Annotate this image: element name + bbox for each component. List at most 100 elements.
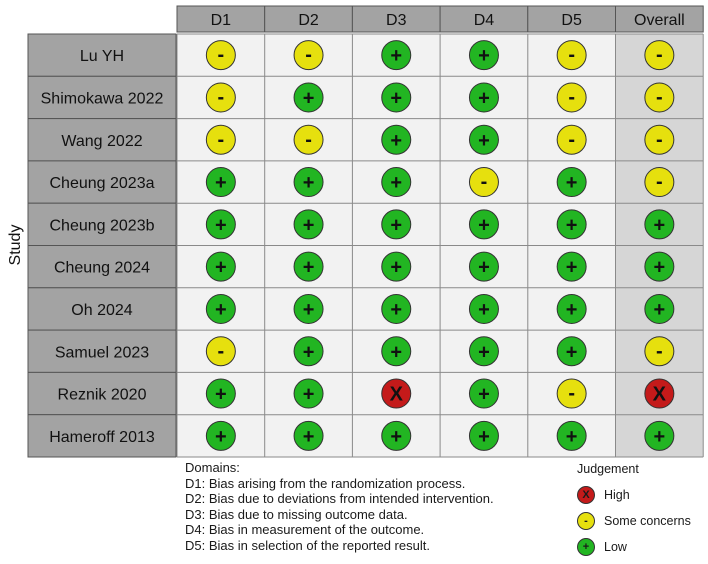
judgement-symbol: + <box>215 426 227 448</box>
legend-label-low: Low <box>604 540 627 554</box>
study-name-cell <box>27 118 177 162</box>
judgement-symbol: + <box>478 87 490 109</box>
judgement-dot-low <box>293 336 324 367</box>
judgement-symbol: + <box>654 214 666 236</box>
judgement-dot-low <box>644 209 675 240</box>
column-header-cell <box>176 5 266 33</box>
risk-of-bias-grid: Study D1 D2 D3 D4 D5 Overall Lu YH - - + + - - Shimok… <box>7 5 704 458</box>
judgement-dot-low <box>468 209 499 240</box>
judgement-symbol: - <box>656 129 663 151</box>
judgement-dot-low <box>468 124 499 155</box>
judgement-symbol: + <box>215 172 227 194</box>
judgement-dot-some <box>644 167 675 198</box>
study-name-cell <box>27 202 177 246</box>
judgement-symbol: - <box>481 171 488 193</box>
judgement-dot-low <box>468 82 499 113</box>
domain-d3-desc: D3: Bias due to missing outcome data. <box>185 506 408 522</box>
judgement-symbol: + <box>390 214 402 236</box>
judgement-dot-low <box>556 251 587 282</box>
study-name-label: Cheung 2023a <box>50 175 155 192</box>
column-header-label: D5 <box>561 12 582 29</box>
judgement-dot-low <box>293 82 324 113</box>
judgement-dot-low <box>468 378 499 409</box>
judgement-dot-low <box>293 420 324 451</box>
study-name-label: Cheung 2024 <box>54 260 150 277</box>
judgement-dot-some <box>556 378 587 409</box>
judgement-legend: Judgement X High - Some concerns + Low <box>577 462 707 560</box>
judgement-symbol: - <box>568 129 575 151</box>
judgement-dot-high <box>381 378 412 409</box>
column-header-label: D1 <box>211 12 232 29</box>
study-name-cell <box>27 329 177 373</box>
low-risk-icon: + <box>577 538 595 556</box>
judgement-dot-low <box>381 167 412 198</box>
study-name-label: Shimokawa 2022 <box>41 90 164 107</box>
judgement-dot-low <box>381 124 412 155</box>
judgement-symbol: + <box>390 45 402 67</box>
high-risk-icon: X <box>577 486 595 504</box>
column-header-label: D4 <box>474 12 495 29</box>
study-name-label: Wang 2022 <box>61 133 142 150</box>
judgement-symbol: + <box>566 341 578 363</box>
judgement-symbol: + <box>303 257 315 279</box>
judgement-dot-some <box>293 40 324 71</box>
judgement-dot-some <box>556 82 587 113</box>
judgement-symbol: - <box>568 383 575 405</box>
judgement-dot-some <box>644 124 675 155</box>
judgement-symbol: - <box>218 44 225 66</box>
judgement-symbol: + <box>566 172 578 194</box>
judgement-symbol: - <box>218 86 225 108</box>
legend-title: Judgement <box>577 462 639 476</box>
judgement-symbol: X <box>390 384 404 406</box>
judgement-dot-low <box>644 420 675 451</box>
judgement-symbol: - <box>656 340 663 362</box>
judgement-dot-some <box>205 124 236 155</box>
legend-label-high: High <box>604 488 630 502</box>
judgement-dot-low <box>381 82 412 113</box>
judgement-symbol: + <box>566 214 578 236</box>
judgement-dot-low <box>381 209 412 240</box>
judgement-symbol: + <box>478 341 490 363</box>
judgement-dot-low <box>468 40 499 71</box>
y-axis-label: Study <box>7 225 24 266</box>
judgement-dot-low <box>381 251 412 282</box>
some-concerns-icon: - <box>577 512 595 530</box>
judgement-symbol: + <box>215 257 227 279</box>
legend-label-some: Some concerns <box>604 514 691 528</box>
column-header-cell <box>615 5 704 33</box>
judgement-dot-some <box>644 40 675 71</box>
judgement-symbol: - <box>568 44 575 66</box>
judgement-dot-some <box>293 124 324 155</box>
judgement-symbol: - <box>305 129 312 151</box>
judgement-dot-some <box>644 82 675 113</box>
judgement-dot-low <box>468 336 499 367</box>
judgement-dot-low <box>644 293 675 324</box>
judgement-symbol: + <box>215 384 227 406</box>
judgement-dot-low <box>293 209 324 240</box>
judgement-symbol: + <box>478 130 490 152</box>
judgement-symbol: + <box>390 130 402 152</box>
study-name-cell <box>27 75 177 120</box>
study-name-label: Hameroff 2013 <box>49 429 155 446</box>
judgement-symbol: + <box>303 384 315 406</box>
study-name-cell <box>27 33 177 77</box>
judgement-symbol: + <box>654 257 666 279</box>
judgement-symbol: - <box>656 171 663 193</box>
judgement-symbol: + <box>390 257 402 279</box>
judgement-symbol: + <box>478 384 490 406</box>
column-header-cell <box>527 5 616 33</box>
judgement-symbol: + <box>566 257 578 279</box>
judgement-symbol: X <box>653 384 667 406</box>
judgement-dot-low <box>468 420 499 451</box>
judgement-symbol: - <box>218 340 225 362</box>
domains-key: Domains: D1: Bias arising from the rando… <box>185 460 494 554</box>
judgement-dot-high <box>644 378 675 409</box>
judgement-symbol: + <box>478 257 490 279</box>
judgement-dot-some <box>205 82 236 113</box>
judgement-symbol: + <box>303 87 315 109</box>
judgement-symbol: + <box>390 426 402 448</box>
judgement-dot-low <box>468 251 499 282</box>
judgement-dot-low <box>556 293 587 324</box>
judgement-symbol: + <box>303 426 315 448</box>
column-header-label: Overall <box>634 12 685 29</box>
